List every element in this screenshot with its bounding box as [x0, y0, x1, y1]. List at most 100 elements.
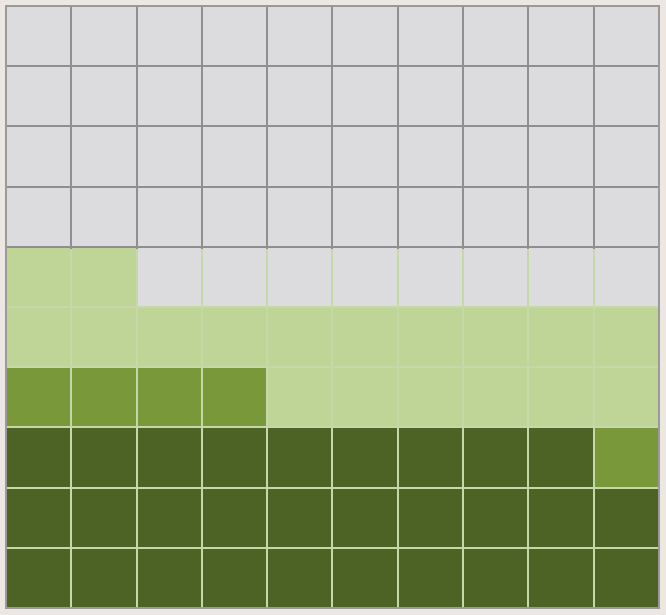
grid-cell-empty [333, 127, 397, 186]
grid-cell-empty [594, 187, 658, 246]
grid-cell-light [333, 308, 397, 367]
grid-cell-dark [268, 548, 332, 607]
grid-cell-empty [529, 127, 593, 186]
grid-cell-empty [398, 67, 463, 126]
grid-cell-empty [268, 67, 332, 126]
grid-cell-dark [7, 548, 71, 607]
grid-cell-empty [398, 187, 463, 246]
grid-cell-empty [202, 7, 267, 66]
grid-cell-light [594, 308, 658, 367]
grid-cell-light [594, 368, 658, 427]
grid-cell-empty [137, 7, 201, 66]
grid-cell-empty [398, 247, 463, 306]
grid-cell-empty [594, 127, 658, 186]
grid-cell-empty [72, 127, 136, 186]
grid-cell-empty [7, 127, 71, 186]
grid-cell-empty [137, 187, 201, 246]
grid-cell-light [202, 308, 267, 367]
grid-cell-empty [268, 187, 332, 246]
grid-cell-dark [398, 428, 463, 487]
grid-cell-dark [529, 548, 593, 607]
grid-cell-empty [464, 67, 528, 126]
grid-cell-empty [594, 67, 658, 126]
grid-cell-light [529, 368, 593, 427]
grid-cell-empty [137, 247, 201, 306]
grid-cell-empty [72, 7, 136, 66]
grid-cell-light [464, 368, 528, 427]
grid-cell-light [398, 368, 463, 427]
grid-cell-dark [529, 488, 593, 547]
grid-cell-dark [268, 428, 332, 487]
grid-cell-dark [594, 488, 658, 547]
grid-cell-empty [333, 67, 397, 126]
grid-cell-empty [202, 67, 267, 126]
grid-cell-light [464, 308, 528, 367]
grid-cell-dark [202, 488, 267, 547]
grid-cell-empty [202, 127, 267, 186]
grid-cell-empty [398, 127, 463, 186]
grid-cell-empty [398, 7, 463, 66]
grid-cell-empty [333, 187, 397, 246]
grid-cell-empty [594, 247, 658, 306]
grid-cell-empty [202, 187, 267, 246]
grid-cell-dark [7, 428, 71, 487]
grid-cell-empty [529, 247, 593, 306]
grid-cell-empty [529, 7, 593, 66]
grid-cell-empty [7, 187, 71, 246]
grid-cell-dark [137, 488, 201, 547]
grid-cell-dark [333, 548, 397, 607]
grid-cell-light [7, 308, 71, 367]
grid-cell-empty [464, 7, 528, 66]
grid-cell-dark [464, 488, 528, 547]
grid-cell-empty [464, 127, 528, 186]
grid-cell-empty [529, 67, 593, 126]
grid-cell-empty [464, 187, 528, 246]
grid-cell-medium [594, 428, 658, 487]
grid-cell-dark [137, 428, 201, 487]
grid-cell-medium [7, 368, 71, 427]
grid-cell-empty [529, 187, 593, 246]
grid-cell-dark [333, 428, 397, 487]
grid-cell-medium [137, 368, 201, 427]
grid-cell-light [529, 308, 593, 367]
grid-cell-dark [268, 488, 332, 547]
grid-cell-dark [333, 488, 397, 547]
grid-cell-light [72, 308, 136, 367]
grid-cell-medium [202, 368, 267, 427]
grid-cell-empty [72, 187, 136, 246]
grid-cell-empty [202, 247, 267, 306]
grid-cell-empty [7, 7, 71, 66]
grid-cell-light [333, 368, 397, 427]
grid-cell-dark [398, 548, 463, 607]
grid-cell-light [268, 368, 332, 427]
grid-cell-empty [333, 7, 397, 66]
grid-cell-dark [202, 548, 267, 607]
grid-cell-light [268, 308, 332, 367]
grid-cell-dark [202, 428, 267, 487]
grid-cell-light [137, 308, 201, 367]
grid-cell-empty [137, 127, 201, 186]
grid-cell-empty [594, 7, 658, 66]
grid-cell-empty [464, 247, 528, 306]
grid-cell-empty [333, 247, 397, 306]
grid-cell-dark [72, 428, 136, 487]
grid-cell-light [7, 247, 71, 306]
grid-cell-dark [464, 548, 528, 607]
grid-cell-dark [529, 428, 593, 487]
grid-cell-empty [72, 67, 136, 126]
grid-cell-light [398, 308, 463, 367]
grid-cell-dark [7, 488, 71, 547]
grid-cell-dark [72, 548, 136, 607]
grid-cell-empty [268, 247, 332, 306]
grid-cell-empty [268, 127, 332, 186]
grid-cell-dark [464, 428, 528, 487]
grid-cell-dark [137, 548, 201, 607]
grid-cell-empty [268, 7, 332, 66]
grid-cell-medium [72, 368, 136, 427]
grid-cell-light [72, 247, 136, 306]
grid-cell-dark [72, 488, 136, 547]
grid-cell-empty [137, 67, 201, 126]
grid-cell-dark [594, 548, 658, 607]
grid-cell-empty [7, 67, 71, 126]
hundred-square-grid [5, 5, 660, 609]
